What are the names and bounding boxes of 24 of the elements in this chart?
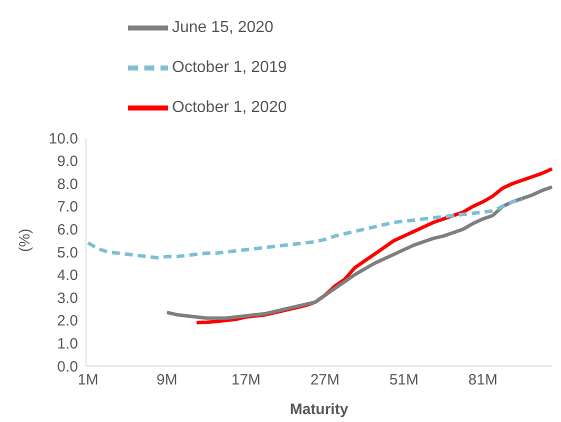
y-tick-label: 3.0 [57, 290, 78, 307]
legend-label: October 1, 2019 [172, 59, 287, 76]
y-tick-label: 9.0 [57, 153, 78, 170]
legend-label: October 1, 2020 [172, 99, 287, 116]
x-tick-label: 51M [389, 372, 419, 389]
x-axis-title: Maturity [290, 401, 349, 418]
line-series [165, 185, 554, 320]
y-tick-label: 10.0 [48, 130, 78, 148]
y-tick-label: 7.0 [57, 198, 78, 216]
y-tick-label: 4.0 [57, 267, 78, 284]
x-tick-label: 9M [156, 372, 178, 389]
x-tick-label: 81M [468, 372, 498, 389]
y-tick-label: 8.0 [57, 176, 78, 193]
y-tick-label: 1.0 [57, 336, 78, 353]
x-tick-label: 1M [78, 372, 98, 389]
y-tick-label: 5.0 [57, 244, 78, 262]
legend-label: June 15, 2020 [172, 19, 274, 36]
y-axis-title: (%) [16, 228, 34, 252]
y-tick-label: 2.0 [57, 312, 78, 330]
line-series [86, 198, 524, 260]
y-tick-label: 6.0 [57, 222, 78, 239]
x-tick-label: 17M [231, 372, 261, 389]
x-tick-label: 27M [310, 372, 340, 389]
y-tick-label: 0.0 [57, 358, 78, 376]
